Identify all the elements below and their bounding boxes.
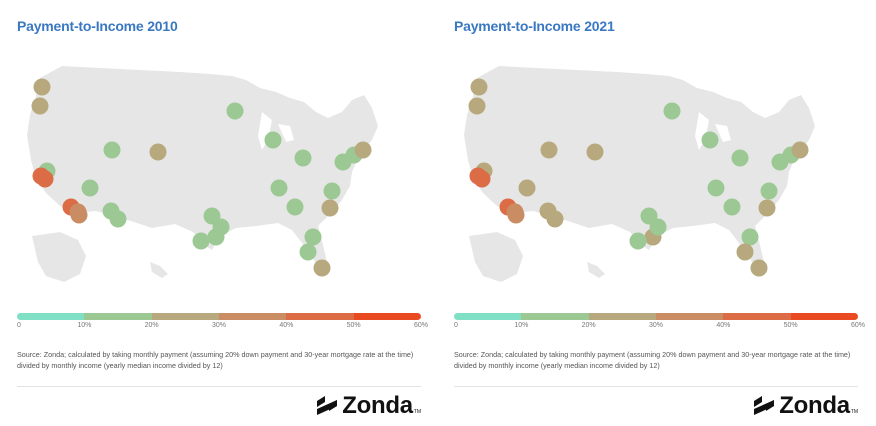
hawaii-landmass xyxy=(587,262,605,278)
scale-tick-label: 40% xyxy=(279,322,294,329)
metro-marker[interactable] xyxy=(518,179,536,197)
map-title: Payment-to-Income 2010 xyxy=(17,18,178,34)
scale-tick-label: 60% xyxy=(413,322,429,329)
us-map-2021 xyxy=(464,66,815,282)
logo-trademark: TM xyxy=(413,409,421,415)
metro-marker[interactable] xyxy=(707,179,725,197)
map-title: Payment-to-Income 2021 xyxy=(454,18,615,34)
metro-marker[interactable] xyxy=(149,143,167,161)
scale-tick-label: 20% xyxy=(581,322,596,329)
us-landmass xyxy=(464,66,815,270)
metro-marker[interactable] xyxy=(723,198,741,216)
metro-marker[interactable] xyxy=(226,102,244,120)
zonda-logo: Zonda TM xyxy=(753,392,858,420)
scale-tick-label: 10% xyxy=(77,322,92,329)
metro-marker[interactable] xyxy=(270,179,288,197)
metro-marker[interactable] xyxy=(546,210,564,228)
scale-tick-label: 0 xyxy=(454,322,458,329)
metro-marker[interactable] xyxy=(31,97,49,115)
color-scale-bar xyxy=(17,313,422,320)
scale-segment xyxy=(723,313,792,320)
scale-tick-label: 40% xyxy=(716,322,731,329)
color-scale-bar xyxy=(454,313,859,320)
scale-segment xyxy=(454,313,522,320)
source-note: Source: Zonda; calculated by taking mont… xyxy=(454,349,864,371)
logo-wordmark: Zonda xyxy=(779,392,850,419)
metro-marker[interactable] xyxy=(36,170,54,188)
metro-marker[interactable] xyxy=(470,78,488,96)
metro-marker[interactable] xyxy=(791,141,809,159)
metro-marker[interactable] xyxy=(103,141,121,159)
us-map-2010 xyxy=(27,66,378,282)
scale-tick-label: 60% xyxy=(850,322,866,329)
metro-marker[interactable] xyxy=(758,199,776,217)
metro-marker[interactable] xyxy=(192,232,210,250)
metro-marker[interactable] xyxy=(629,232,647,250)
scale-segment xyxy=(353,313,422,320)
map-panel-2010: Payment-to-Income 2010 0 10% 20% 30% 40% 50% 6… xyxy=(0,0,436,426)
scale-tick-label: 30% xyxy=(211,322,227,329)
zonda-mark-icon xyxy=(317,396,338,415)
metro-marker[interactable] xyxy=(507,206,525,224)
metro-marker[interactable] xyxy=(701,131,719,149)
scale-segment xyxy=(588,313,657,320)
scale-segment xyxy=(286,313,355,320)
metro-marker[interactable] xyxy=(473,170,491,188)
scale-segment xyxy=(656,313,724,320)
source-line-1: Source: Zonda; calculated by taking mont… xyxy=(17,350,414,359)
scale-segment xyxy=(521,313,590,320)
map-panel-2021: Payment-to-Income 2021 0 10% 20% 30% 40% 50% 6… xyxy=(437,0,873,426)
logo-wordmark: Zonda xyxy=(342,392,413,419)
metro-marker[interactable] xyxy=(81,179,99,197)
source-line-2: divided by monthly income (yearly median… xyxy=(17,361,223,370)
metro-marker[interactable] xyxy=(264,131,282,149)
hawaii-landmass xyxy=(150,262,168,278)
divider xyxy=(17,386,421,387)
divider xyxy=(454,386,858,387)
scale-segment xyxy=(151,313,220,320)
scale-tick-label: 10% xyxy=(514,322,529,329)
metro-marker[interactable] xyxy=(294,149,312,167)
metro-marker[interactable] xyxy=(468,97,486,115)
metro-marker[interactable] xyxy=(540,141,558,159)
metro-marker[interactable] xyxy=(736,243,754,261)
metro-marker[interactable] xyxy=(760,182,778,200)
metro-marker[interactable] xyxy=(299,243,317,261)
scale-tick-label: 50% xyxy=(346,322,361,329)
metro-marker[interactable] xyxy=(304,228,322,246)
metro-marker[interactable] xyxy=(313,259,331,277)
metro-marker[interactable] xyxy=(323,182,341,200)
scale-tick-label: 20% xyxy=(144,322,159,329)
logo-trademark: TM xyxy=(850,409,858,415)
metro-marker[interactable] xyxy=(321,199,339,217)
source-line-2: divided by monthly income (yearly median… xyxy=(454,361,660,370)
alaska-landmass xyxy=(32,232,86,282)
metro-marker[interactable] xyxy=(33,78,51,96)
zonda-logo: Zonda TM xyxy=(316,392,421,420)
scale-tick-label: 50% xyxy=(783,322,798,329)
scale-segment xyxy=(790,313,859,320)
zonda-mark-icon xyxy=(754,396,775,415)
scale-tick-label: 30% xyxy=(648,322,664,329)
scale-segment xyxy=(17,313,85,320)
metro-marker[interactable] xyxy=(70,206,88,224)
metro-marker[interactable] xyxy=(586,143,604,161)
metro-marker[interactable] xyxy=(286,198,304,216)
scale-tick-label: 0 xyxy=(17,322,21,329)
scale-segment xyxy=(84,313,153,320)
metro-marker[interactable] xyxy=(212,218,230,236)
metro-marker[interactable] xyxy=(731,149,749,167)
us-landmass xyxy=(27,66,378,270)
source-note: Source: Zonda; calculated by taking mont… xyxy=(17,349,427,371)
metro-marker[interactable] xyxy=(649,218,667,236)
metro-marker[interactable] xyxy=(663,102,681,120)
scale-segment xyxy=(219,313,287,320)
metro-marker[interactable] xyxy=(750,259,768,277)
alaska-landmass xyxy=(469,232,523,282)
metro-marker[interactable] xyxy=(109,210,127,228)
metro-marker[interactable] xyxy=(354,141,372,159)
metro-marker[interactable] xyxy=(741,228,759,246)
source-line-1: Source: Zonda; calculated by taking mont… xyxy=(454,350,851,359)
